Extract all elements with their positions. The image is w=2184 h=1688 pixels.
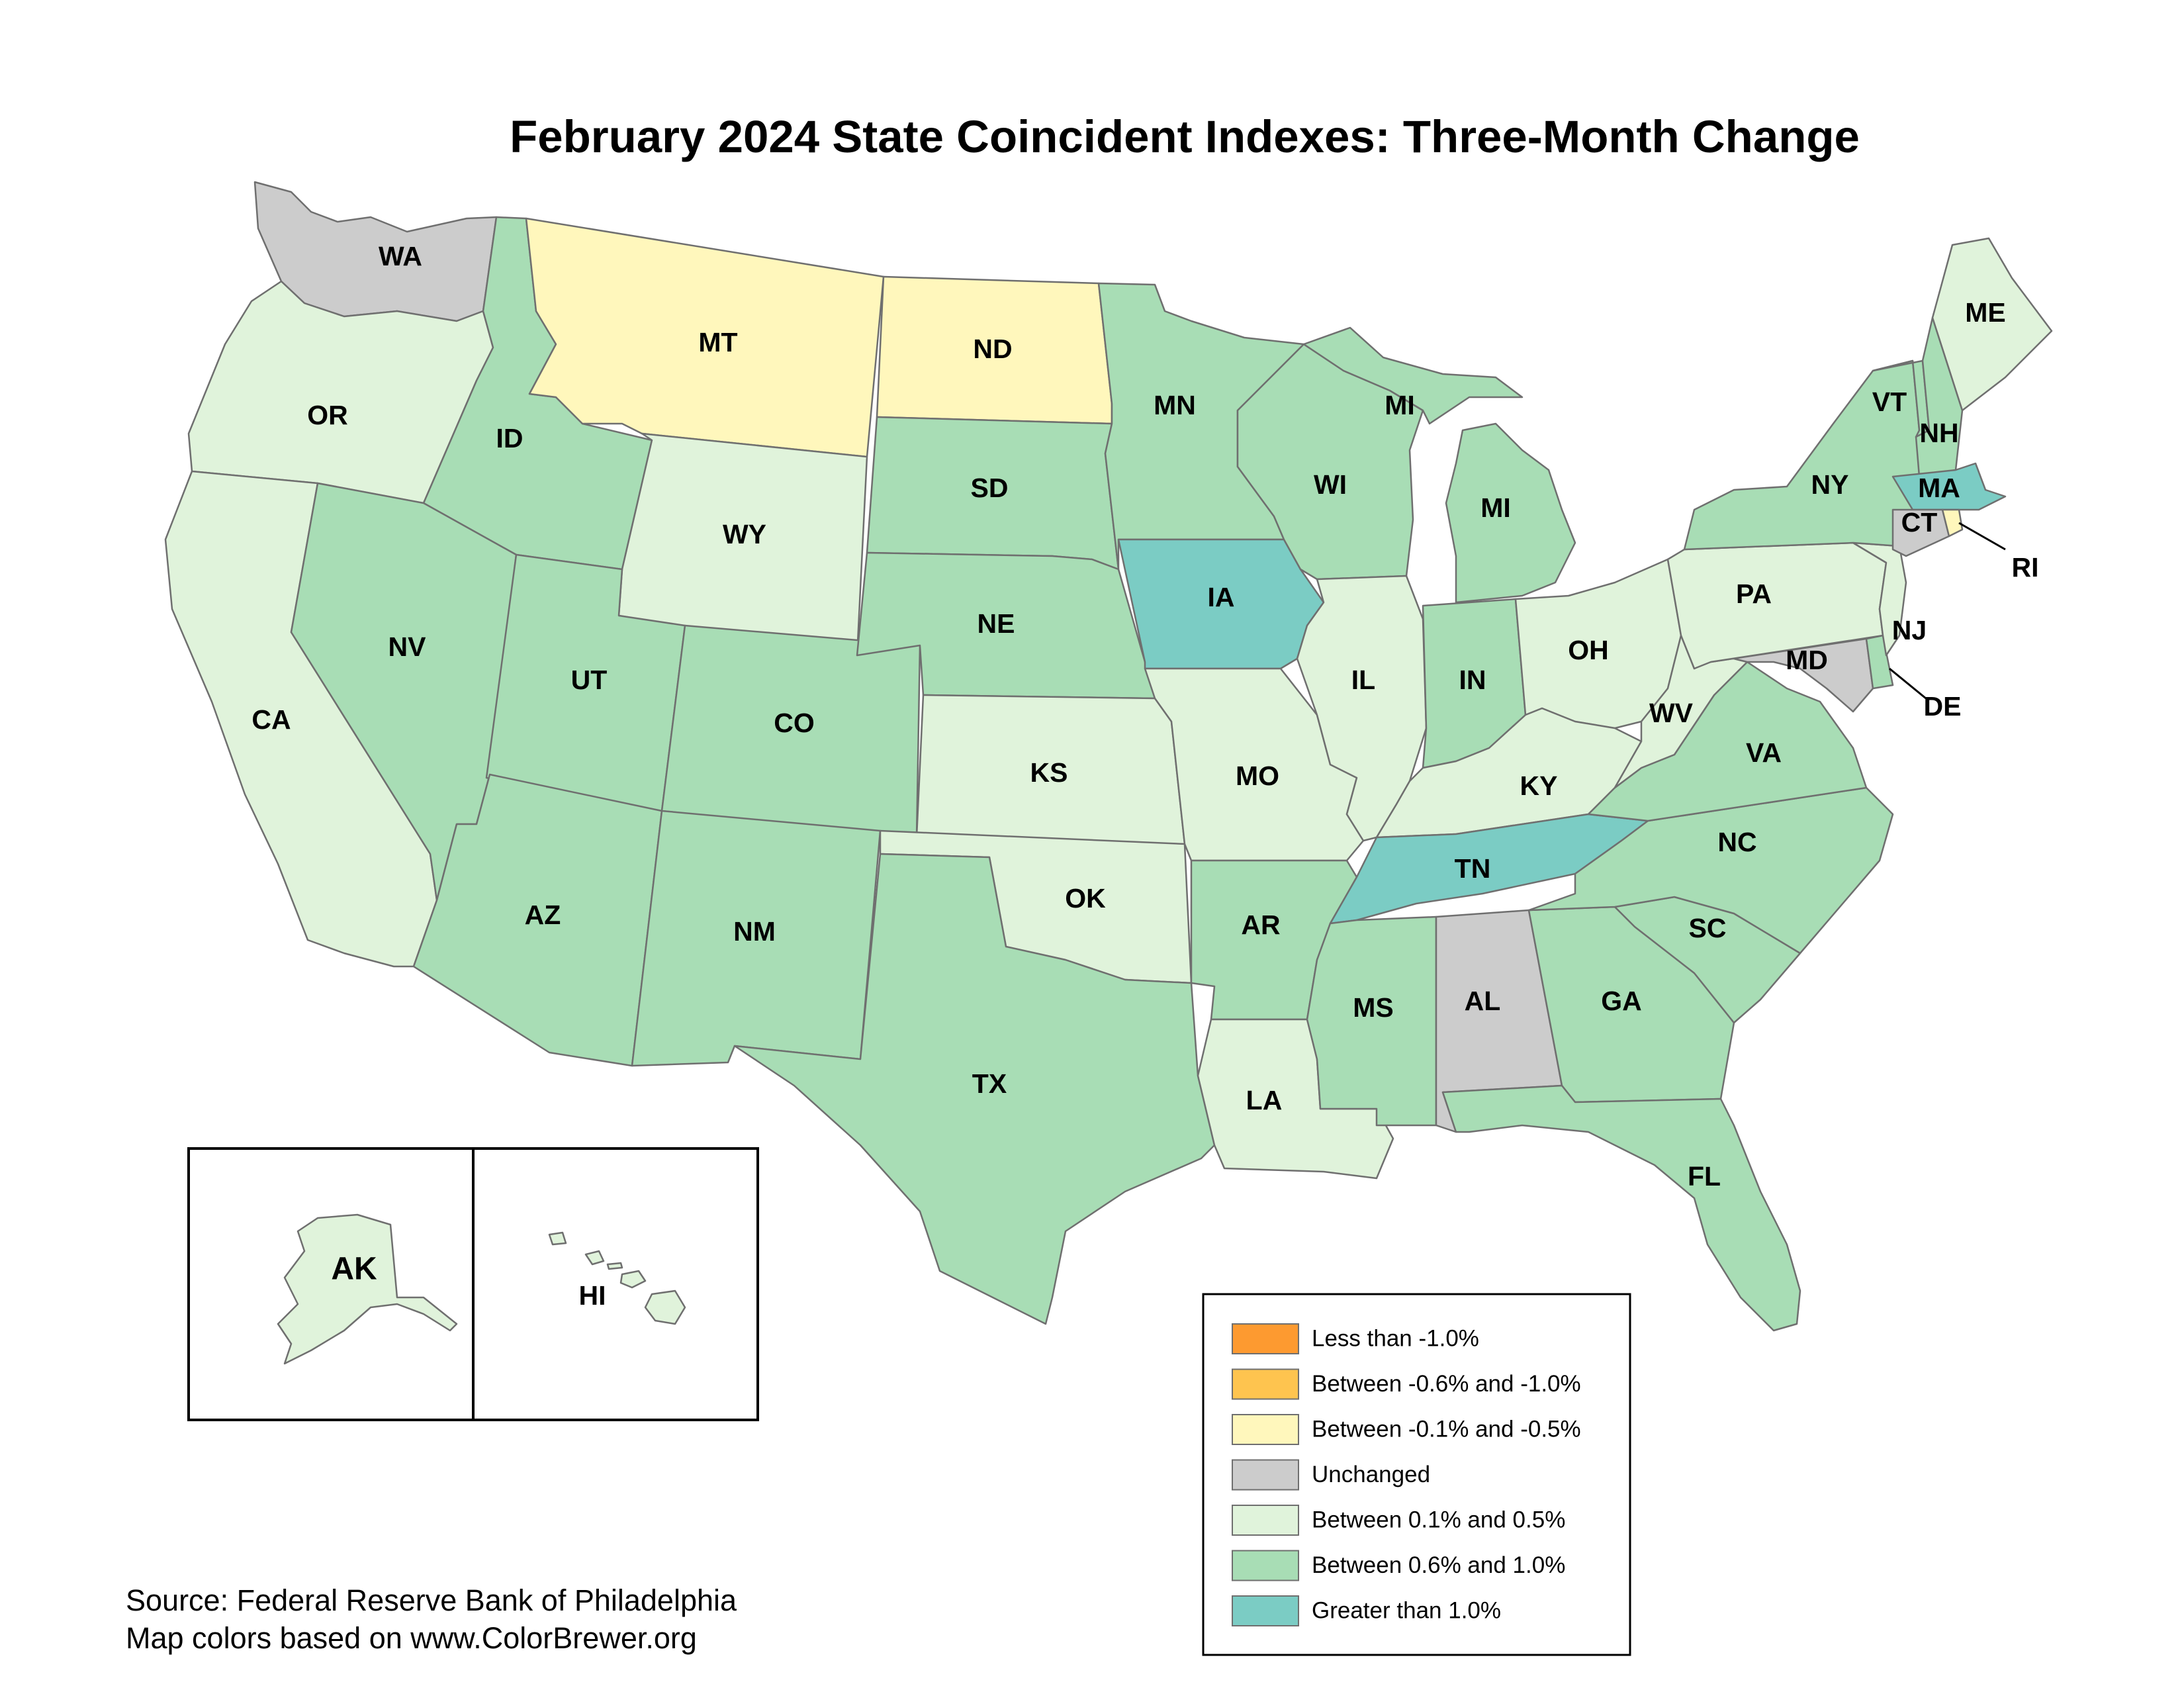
legend-label-unchanged: Unchanged [1312, 1462, 1430, 1487]
state-MI-upper [1302, 326, 1524, 425]
label-CO: CO [774, 708, 815, 738]
label-TX: TX [972, 1068, 1007, 1099]
label-WI: WI [1314, 469, 1347, 500]
label-KY: KY [1520, 771, 1558, 801]
label-ND: ND [973, 334, 1012, 364]
source-line-1: Source: Federal Reserve Bank of Philadel… [126, 1583, 737, 1617]
legend-label-gt1: Greater than 1.0% [1312, 1597, 1501, 1623]
label-MI-lower: MI [1480, 492, 1511, 523]
label-PA: PA [1736, 579, 1772, 609]
legend-swatch-neg06_neg10 [1232, 1368, 1299, 1400]
legend-label-neg01_neg05: Between -0.1% and -0.5% [1312, 1416, 1581, 1442]
legend-swatch-lt_neg1 [1232, 1323, 1299, 1354]
label-DE: DE [1924, 691, 1962, 722]
label-NY: NY [1811, 469, 1849, 500]
label-MO: MO [1236, 761, 1279, 791]
label-FL: FL [1688, 1161, 1721, 1192]
label-OK: OK [1065, 883, 1106, 914]
label-NE: NE [978, 608, 1015, 639]
label-MI-upper: MI [1385, 390, 1415, 420]
state-MI-lower [1445, 422, 1576, 604]
label-WY: WY [723, 519, 766, 549]
label-AK: AK [331, 1252, 377, 1287]
state-labels: WA OR CA ID NV MT WY UT AZ CO NM ND SD N… [251, 241, 2038, 1311]
label-AZ: AZ [525, 900, 561, 930]
legend-swatch-pos01_05 [1232, 1505, 1299, 1536]
label-MT: MT [698, 327, 737, 357]
hawaii-inset-frame [472, 1147, 759, 1421]
source-line-2: Map colors based on www.ColorBrewer.org [126, 1621, 697, 1655]
label-VA: VA [1746, 737, 1782, 768]
label-NH: NH [1919, 418, 1958, 448]
label-HI: HI [579, 1280, 606, 1311]
legend-swatch-unchanged [1232, 1459, 1299, 1491]
label-ME: ME [1965, 297, 2006, 328]
label-NV: NV [388, 632, 427, 662]
label-UT: UT [571, 665, 608, 695]
legend-swatch-neg01_neg05 [1232, 1414, 1299, 1445]
state-HI-maui [619, 1270, 647, 1289]
state-HI-kauai [548, 1231, 567, 1246]
legend-swatch-pos06_10 [1232, 1550, 1299, 1581]
legend-label-pos06_10: Between 0.6% and 1.0% [1312, 1552, 1565, 1578]
state-FL [1441, 1084, 1801, 1332]
state-HI-big [644, 1289, 686, 1325]
label-LA: LA [1246, 1085, 1283, 1115]
legend: Less than -1.0% Between -0.6% and -1.0% Be… [1232, 1323, 1581, 1626]
state-NJ [1852, 541, 1907, 657]
label-OH: OH [1568, 635, 1609, 665]
label-TN: TN [1455, 853, 1491, 884]
label-AR: AR [1241, 910, 1280, 940]
state-WV [1614, 634, 1749, 789]
label-WA: WA [379, 241, 422, 271]
label-IA: IA [1208, 582, 1235, 612]
label-GA: GA [1601, 986, 1642, 1016]
label-VT: VT [1872, 387, 1907, 417]
label-MN: MN [1154, 390, 1196, 420]
state-ME [1931, 237, 2053, 412]
label-OR: OR [307, 400, 348, 430]
legend-label-pos01_05: Between 0.1% and 0.5% [1312, 1507, 1565, 1532]
legend-label-lt_neg1: Less than -1.0% [1312, 1325, 1479, 1351]
map-title: February 2024 State Coincident Indexes: … [510, 111, 1860, 162]
label-NM: NM [733, 916, 776, 947]
label-KS: KS [1030, 757, 1068, 788]
label-AL: AL [1465, 986, 1501, 1016]
state-MS [1306, 915, 1437, 1127]
leader-RI [1958, 522, 2006, 551]
label-NJ: NJ [1892, 615, 1927, 645]
label-MS: MS [1353, 992, 1394, 1023]
label-WV: WV [1649, 698, 1694, 728]
label-RI: RI [2012, 552, 2039, 583]
label-ID: ID [496, 423, 523, 453]
label-MA: MA [1918, 473, 1960, 503]
state-TX [733, 853, 1216, 1325]
label-CT: CT [1901, 507, 1938, 538]
label-IL: IL [1351, 665, 1375, 695]
label-NC: NC [1717, 827, 1756, 857]
state-HI-oahu [584, 1250, 605, 1266]
label-SD: SD [971, 473, 1009, 503]
state-TN [1329, 813, 1649, 925]
label-CA: CA [251, 704, 291, 735]
state-HI-molokai [606, 1262, 623, 1270]
state-MT [525, 217, 885, 458]
legend-label-neg06_neg10: Between -0.6% and -1.0% [1312, 1371, 1581, 1397]
legend-swatch-gt1 [1232, 1595, 1299, 1626]
leader-DE [1889, 667, 1927, 700]
label-MD: MD [1786, 645, 1828, 675]
state-AK [277, 1213, 458, 1365]
hawaii-islands [548, 1231, 686, 1325]
state-CT [1891, 508, 1950, 557]
label-SC: SC [1689, 913, 1727, 943]
state-RI [1941, 508, 1964, 538]
label-IN: IN [1459, 665, 1486, 695]
